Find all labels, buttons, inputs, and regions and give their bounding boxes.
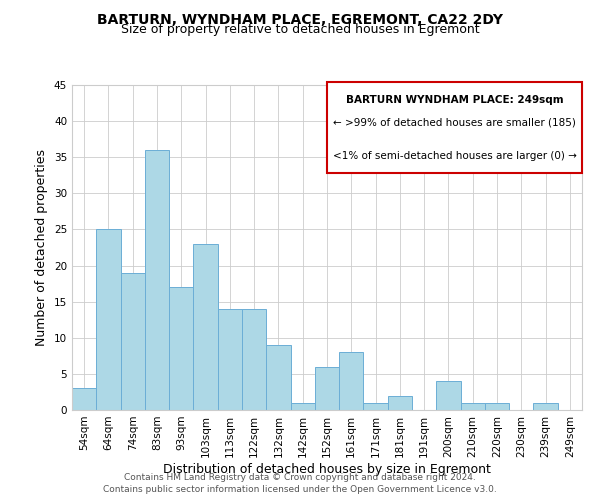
FancyBboxPatch shape [327, 82, 582, 173]
Bar [266, 345, 290, 410]
Bar [218, 309, 242, 410]
Text: Size of property relative to detached houses in Egremont: Size of property relative to detached ho… [121, 22, 479, 36]
Text: BARTURN WYNDHAM PLACE: 249sqm: BARTURN WYNDHAM PLACE: 249sqm [346, 94, 563, 104]
Bar [436, 381, 461, 410]
Bar [388, 396, 412, 410]
Bar [145, 150, 169, 410]
X-axis label: Distribution of detached houses by size in Egremont: Distribution of detached houses by size … [163, 462, 491, 475]
Bar [339, 352, 364, 410]
Bar [315, 366, 339, 410]
Text: ← >99% of detached houses are smaller (185): ← >99% of detached houses are smaller (1… [333, 118, 576, 128]
Bar [290, 403, 315, 410]
Text: BARTURN, WYNDHAM PLACE, EGREMONT, CA22 2DY: BARTURN, WYNDHAM PLACE, EGREMONT, CA22 2… [97, 12, 503, 26]
Text: Contains public sector information licensed under the Open Government Licence v3: Contains public sector information licen… [103, 485, 497, 494]
Bar [461, 403, 485, 410]
Text: <1% of semi-detached houses are larger (0) →: <1% of semi-detached houses are larger (… [332, 152, 577, 162]
Y-axis label: Number of detached properties: Number of detached properties [35, 149, 49, 346]
Bar [121, 273, 145, 410]
Bar [96, 230, 121, 410]
Bar [364, 403, 388, 410]
Bar [242, 309, 266, 410]
Bar [193, 244, 218, 410]
Bar [533, 403, 558, 410]
Bar [72, 388, 96, 410]
Text: Contains HM Land Registry data © Crown copyright and database right 2024.: Contains HM Land Registry data © Crown c… [124, 472, 476, 482]
Bar [485, 403, 509, 410]
Bar [169, 287, 193, 410]
